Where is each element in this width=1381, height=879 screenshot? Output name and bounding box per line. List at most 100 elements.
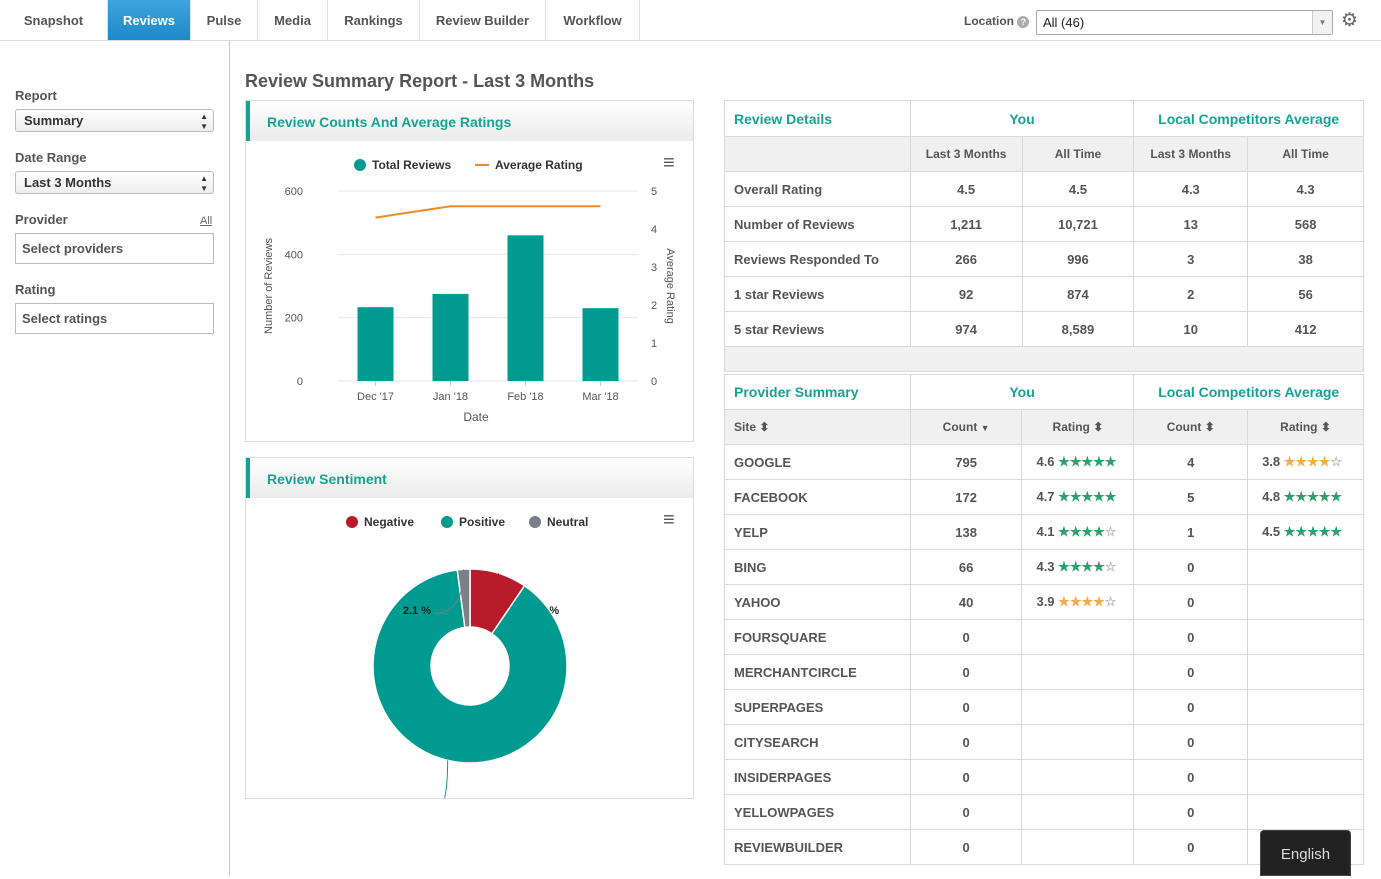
top-nav: Snapshot Reviews Pulse Media Rankings Re… [0,0,1381,41]
provider-rating: 3.9 ★★★★☆ [1021,584,1135,620]
table-row: MERCHANTCIRCLE 0 0 [724,654,1364,690]
sort-comp-count[interactable]: Count ⬍ [1133,409,1249,445]
comp-count: 0 [1133,759,1249,795]
x-tick-label: Feb '18 [507,391,543,403]
col-comp-alltime: All Time [1247,136,1364,172]
you-header: You [909,374,1135,410]
provider-site[interactable]: REVIEWBUILDER [724,829,911,865]
tab-snapshot[interactable]: Snapshot [0,0,108,40]
comp-count: 0 [1133,619,1249,655]
competitors-header: Local Competitors Average [1133,100,1364,137]
provider-site[interactable]: SUPERPAGES [724,689,911,725]
y2-tick-label: 1 [651,338,657,350]
provider-site[interactable]: YAHOO [724,584,911,620]
provider-site[interactable]: MERCHANTCIRCLE [724,654,911,690]
comp-rating: 4.5 ★★★★★ [1247,514,1364,550]
sort-count[interactable]: Count ▼ [909,409,1023,445]
star-icon: ★ [1295,489,1308,504]
comp-count: 4 [1133,444,1249,480]
comp-rating [1247,549,1364,585]
provider-rating: 4.3 ★★★★☆ [1021,549,1135,585]
legend-neutral[interactable]: Neutral [529,515,588,529]
provider-site[interactable]: BING [724,549,911,585]
comp-rating [1247,724,1364,760]
provider-input[interactable]: Select providers [15,233,214,264]
provider-site[interactable]: INSIDERPAGES [724,759,911,795]
row-value: 3 [1133,241,1249,277]
sort-comp-count-label: Count [1166,420,1202,434]
average-rating-line [375,205,601,219]
row-value: 10,721 [1021,206,1135,242]
star-icon: ☆ [1330,454,1343,469]
provider-site[interactable]: FACEBOOK [724,479,911,515]
star-icon: ★ [1093,489,1105,504]
tab-rankings[interactable]: Rankings [328,0,420,40]
sort-rating[interactable]: Rating ⬍ [1021,409,1135,445]
provider-all-link[interactable]: All [200,215,213,227]
provider-count: 40 [909,584,1023,620]
tab-review-builder[interactable]: Review Builder [420,0,546,40]
legend-positive[interactable]: Positive [441,515,505,529]
report-select-value: Summary [24,113,84,128]
col-you-alltime: All Time [1021,136,1135,172]
location-select[interactable]: All (46) ▼ [1036,10,1333,35]
star-icon: ★ [1330,489,1343,504]
tab-workflow[interactable]: Workflow [546,0,640,40]
provider-count: 0 [909,759,1023,795]
review-sentiment-card: Review Sentiment Negative Positive Neutr… [245,457,694,799]
rating-stars: ★★★★★ [1284,489,1342,504]
rating-value: 4.6 [1036,454,1055,469]
star-icon: ★ [1318,524,1331,539]
sort-icon: ⬍ [1320,420,1331,434]
provider-rating [1021,724,1135,760]
sort-comp-rating[interactable]: Rating ⬍ [1247,409,1364,445]
sort-comp-rating-label: Rating [1280,420,1318,434]
provider-count: 0 [909,619,1023,655]
chart-menu-icon[interactable]: ≡ [663,152,675,174]
provider-site[interactable]: YELP [724,514,911,550]
sort-site[interactable]: Site ⬍ [724,409,911,445]
provider-site[interactable]: FOURSQUARE [724,619,911,655]
report-select[interactable]: Summary ▲ ▼ [15,109,214,132]
table-subheader-row: Last 3 Months All Time Last 3 Months All… [724,136,1364,172]
y2-tick-label: 5 [651,186,657,198]
provider-site[interactable]: CITYSEARCH [724,724,911,760]
tab-media[interactable]: Media [258,0,328,40]
help-icon[interactable]: ? [1017,15,1030,28]
provider-site[interactable]: YELLOWPAGES [724,794,911,830]
star-icon: ★ [1058,594,1070,609]
gear-icon[interactable]: ⚙ [1341,10,1359,31]
sort-rating-label: Rating [1052,420,1090,434]
chart-menu-icon[interactable]: ≡ [663,509,675,531]
legend-total-reviews[interactable]: Total Reviews [354,158,451,172]
provider-count: 0 [909,829,1023,865]
rating-input[interactable]: Select ratings [15,303,214,334]
legend-dot [354,159,366,171]
legend-negative[interactable]: Negative [346,515,414,529]
rating-value: 4.3 [1036,559,1055,574]
spacer-row [724,346,1364,372]
star-icon: ★ [1104,489,1117,504]
chevron-down-icon: ▼ [1312,11,1332,34]
y-tick-label: 600 [285,186,303,198]
row-value: 4.5 [1021,171,1135,207]
language-button[interactable]: English [1260,830,1351,876]
date-range-select[interactable]: Last 3 Months ▲ ▼ [15,171,214,194]
rating-stars: ★★★★☆ [1058,524,1116,539]
provider-rating: 4.6 ★★★★★ [1021,444,1135,480]
rating-value: 3.9 [1036,594,1055,609]
star-icon: ★ [1069,524,1082,539]
tab-pulse[interactable]: Pulse [191,0,258,40]
provider-rating [1021,654,1135,690]
provider-site[interactable]: GOOGLE [724,444,911,480]
sort-count-label: Count [942,420,978,434]
star-icon: ★ [1307,524,1319,539]
location-label-text: Location [964,14,1014,28]
table-row: CITYSEARCH 0 0 [724,724,1364,760]
rating-stars: ★★★★☆ [1284,454,1342,469]
review-details-table: Review Details You Local Competitors Ave… [724,100,1364,372]
legend-average-rating[interactable]: Average Rating [475,158,583,172]
provider-count: 66 [909,549,1023,585]
tab-reviews[interactable]: Reviews [108,0,191,40]
table-row: BING 66 4.3 ★★★★☆ 0 [724,549,1364,585]
